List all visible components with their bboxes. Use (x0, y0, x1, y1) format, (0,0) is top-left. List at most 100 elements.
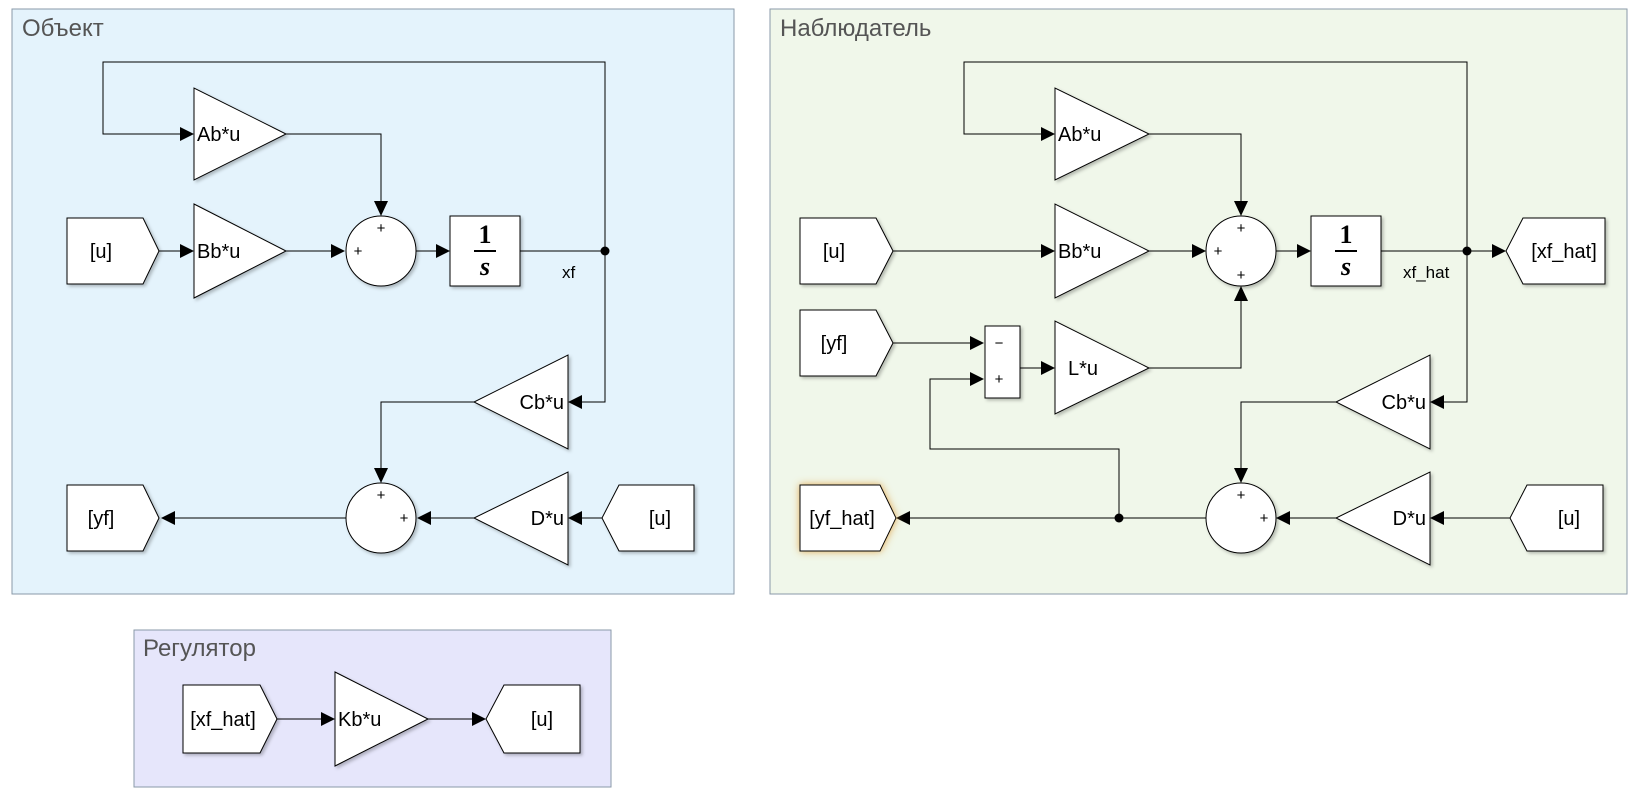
observer-sum-2[interactable]: + + (1205, 482, 1277, 554)
object-gain-ab[interactable]: Ab*u (193, 87, 288, 181)
object-gain-cb-label: Cb*u (520, 392, 564, 414)
regulator-goto-u[interactable]: [u] (485, 684, 581, 754)
observer-arrow-bb-in (1041, 244, 1055, 258)
object-sum-2[interactable]: + + (345, 482, 417, 554)
observer-line-xfhat-to-cb[interactable] (1444, 251, 1468, 403)
observer-arrow-ab-in (1041, 127, 1055, 141)
object-integrator[interactable]: 1 s (449, 215, 521, 287)
observer-line-cb-to-sum2[interactable] (1240, 401, 1336, 468)
observer-sum-1-shape (1205, 215, 1277, 287)
object-gain-d-label: D*u (531, 508, 564, 530)
observer-goto-yfhat-shape (799, 484, 897, 552)
observer-arrow-errsum-minus-in (970, 336, 984, 350)
area-observer[interactable]: Наблюдатель (769, 8, 1628, 595)
object-signal-lines (102, 61, 610, 525)
observer-sum-2-sign-top: + (1237, 487, 1246, 504)
object-gain-bb[interactable]: Bb*u (193, 203, 288, 299)
regulator-signal-lines (277, 712, 486, 726)
observer-arrow-sum2-top-in (1234, 468, 1248, 483)
observer-error-sum[interactable]: − + (984, 325, 1021, 399)
object-gain-cb[interactable]: Cb*u (472, 354, 569, 450)
observer-sum-2-shape (1205, 482, 1277, 554)
observer-goto-xfhat[interactable]: [xf_hat] (1505, 217, 1606, 285)
observer-gain-bb-shape (1054, 203, 1151, 299)
object-gain-cb-shape (472, 354, 569, 450)
observer-line-xfhat-to-ab[interactable] (963, 61, 1468, 251)
observer-line-l-to-sum[interactable] (1149, 301, 1242, 369)
observer-error-sum-sign-minus: − (995, 335, 1004, 352)
observer-line-yfhat-to-errsum[interactable] (929, 378, 1120, 518)
object-from-u-1-shape (66, 217, 160, 285)
observer-gain-bb[interactable]: Bb*u (1054, 203, 1151, 299)
object-arrow-sum2-right-in (417, 511, 431, 525)
observer-from-yf-shape (799, 309, 894, 377)
observer-line-ab-to-sum[interactable] (1149, 133, 1242, 201)
object-sum-1-shape (345, 215, 417, 287)
observer-gain-ab[interactable]: Ab*u (1054, 87, 1151, 181)
observer-goto-yfhat[interactable]: [yf_hat] (799, 484, 897, 552)
observer-arrow-goto-xfhat-in (1492, 244, 1506, 258)
observer-from-u-2-label: [u] (1558, 508, 1580, 530)
observer-integrator-denominator: s (1340, 252, 1351, 281)
observer-goto-yfhat-label: [yf_hat] (809, 508, 875, 530)
object-signal-xf-label: xf (562, 263, 576, 282)
regulator-arrow-goto-u-in (472, 712, 486, 726)
object-line-cb-to-sum2[interactable] (380, 401, 474, 468)
observer-from-u-1-shape (799, 217, 894, 285)
observer-gain-d[interactable]: D*u (1334, 471, 1431, 566)
observer-error-sum-sign-plus: + (995, 371, 1004, 388)
observer-arrow-sum-bottom-in (1234, 286, 1248, 301)
object-line-xf-to-ab[interactable] (102, 61, 606, 251)
observer-gain-d-label: D*u (1393, 508, 1426, 530)
object-gain-d[interactable]: D*u (472, 471, 569, 566)
observer-from-u-2[interactable]: [u] (1509, 484, 1604, 552)
object-gain-bb-shape (193, 203, 288, 299)
object-sum-1[interactable]: + + (345, 215, 417, 287)
object-arrow-sum-top-in (374, 201, 388, 216)
object-goto-yf[interactable]: [yf] (66, 484, 160, 552)
observer-signal-xfhat-label: xf_hat (1403, 263, 1450, 282)
object-arrow-cb-in (568, 395, 582, 409)
object-line-xf-to-cb[interactable] (582, 251, 606, 403)
observer-from-u-1[interactable]: [u] (799, 217, 894, 285)
observer-sum-1-sign-top: + (1237, 220, 1246, 237)
observer-goto-xfhat-label: [xf_hat] (1531, 241, 1597, 263)
regulator-gain-kb-shape (334, 671, 430, 767)
observer-gain-bb-label: Bb*u (1058, 241, 1101, 263)
object-gain-d-shape (472, 471, 569, 566)
regulator-arrow-k-in (321, 712, 335, 726)
observer-gain-l[interactable]: L*u (1054, 320, 1151, 415)
observer-gain-l-shape (1054, 320, 1151, 415)
observer-error-sum-shape (984, 325, 1021, 399)
observer-arrow-cb-in (1430, 395, 1444, 409)
area-observer-background (769, 8, 1628, 595)
regulator-from-xfhat[interactable]: [xf_hat] (182, 684, 278, 754)
observer-arrow-errsum-plus-in (970, 372, 984, 386)
observer-arrow-sum-top-in (1234, 201, 1248, 216)
object-from-u-1[interactable]: [u] (66, 217, 160, 285)
observer-integrator[interactable]: 1 s (1310, 215, 1382, 287)
observer-arrow-sum2-right-in (1276, 511, 1290, 525)
object-from-u-2-shape (601, 484, 695, 552)
observer-sum-1-sign-left: + (1214, 243, 1223, 260)
observer-signal-lines (893, 61, 1510, 525)
observer-arrow-sum-left-in (1192, 244, 1206, 258)
observer-arrow-goto-yfhat-in (896, 511, 910, 525)
object-gain-ab-shape (193, 87, 288, 181)
area-object-title: Объект (22, 15, 104, 42)
object-sum-1-sign-top: + (377, 220, 386, 237)
object-arrow-ab-in (180, 127, 194, 141)
object-sum-2-sign-right: + (400, 510, 409, 527)
object-line-ab-to-sum[interactable] (286, 133, 382, 201)
observer-from-yf[interactable]: [yf] (799, 309, 894, 377)
regulator-gain-kb[interactable]: Kb*u (334, 671, 430, 767)
observer-gain-cb-label: Cb*u (1382, 392, 1426, 414)
observer-gain-cb[interactable]: Cb*u (1334, 354, 1431, 450)
observer-sum-1[interactable]: + + + (1205, 215, 1277, 287)
object-goto-yf-shape (66, 484, 160, 552)
object-from-u-2[interactable]: [u] (601, 484, 695, 552)
area-regulator-title: Регулятор (143, 635, 256, 662)
object-from-u-1-label: [u] (90, 241, 112, 263)
object-sum-1-sign-left: + (354, 243, 363, 260)
